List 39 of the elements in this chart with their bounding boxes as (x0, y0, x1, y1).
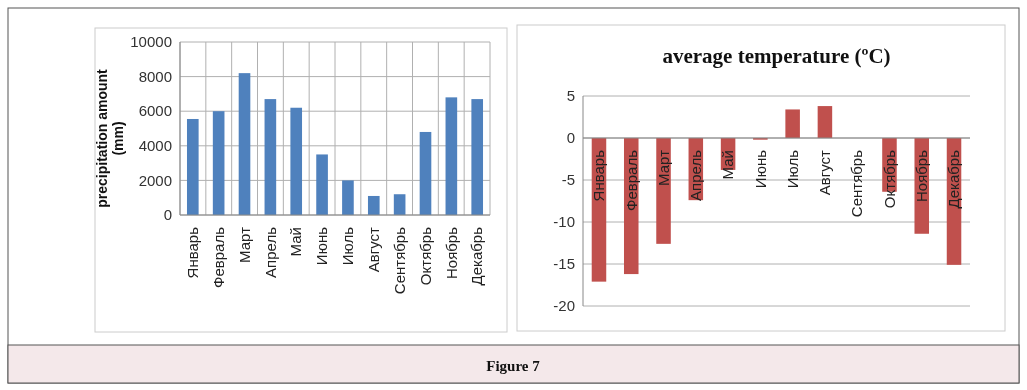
x-tick-label: Ноябрь (913, 149, 930, 203)
x-tick-label: Апрель (687, 149, 705, 201)
x-tick-label: Октябрь (416, 226, 434, 286)
x-tick-label: Февраль (622, 149, 640, 211)
x-tick-label: Июнь (313, 226, 331, 266)
x-tick-label: Июль (339, 226, 357, 266)
y-tick-label: -20 (553, 297, 575, 315)
y-tick-label: -5 (561, 171, 575, 189)
x-tick-label: Декабрь (945, 149, 963, 209)
y-tick-label: 0 (566, 129, 575, 147)
y-tick-label: -15 (553, 255, 575, 273)
x-tick-label: Февраль (209, 226, 227, 288)
x-tick-label: Июнь (751, 149, 769, 189)
x-tick-label: Сентябрь (848, 149, 866, 218)
y-tick-label: 6000 (138, 102, 172, 120)
y-tick-label: 10000 (130, 33, 172, 51)
y-tick-label: 5 (566, 87, 575, 105)
x-tick-label: Май (287, 227, 305, 257)
x-tick-label: Август (816, 149, 834, 196)
y-axis-title: precipitation amount (mm) (94, 68, 126, 208)
y-tick-label: 8000 (138, 67, 172, 85)
x-tick-label: Март (235, 226, 253, 263)
x-tick-label: Январь (590, 149, 608, 202)
y-tick-label: 2000 (138, 171, 172, 189)
x-tick-label: Апрель (261, 226, 279, 278)
x-tick-label: Октябрь (880, 149, 898, 209)
x-tick-label: Июль (783, 149, 801, 189)
y-tick-label: 0 (163, 206, 172, 224)
x-tick-label: Январь (184, 226, 202, 279)
x-tick-label: Март (654, 149, 672, 186)
y-tick-label: -10 (553, 213, 575, 231)
x-tick-label: Август (365, 226, 383, 273)
x-tick-label: Ноябрь (442, 226, 460, 280)
caption: Figure 7 (486, 358, 541, 374)
x-tick-label: Май (719, 150, 737, 180)
x-tick-label: Декабрь (468, 226, 486, 286)
y-tick-label: 4000 (138, 137, 172, 155)
chart-title: average temperature (ºC) (662, 44, 891, 68)
x-tick-label: Сентябрь (390, 226, 408, 295)
